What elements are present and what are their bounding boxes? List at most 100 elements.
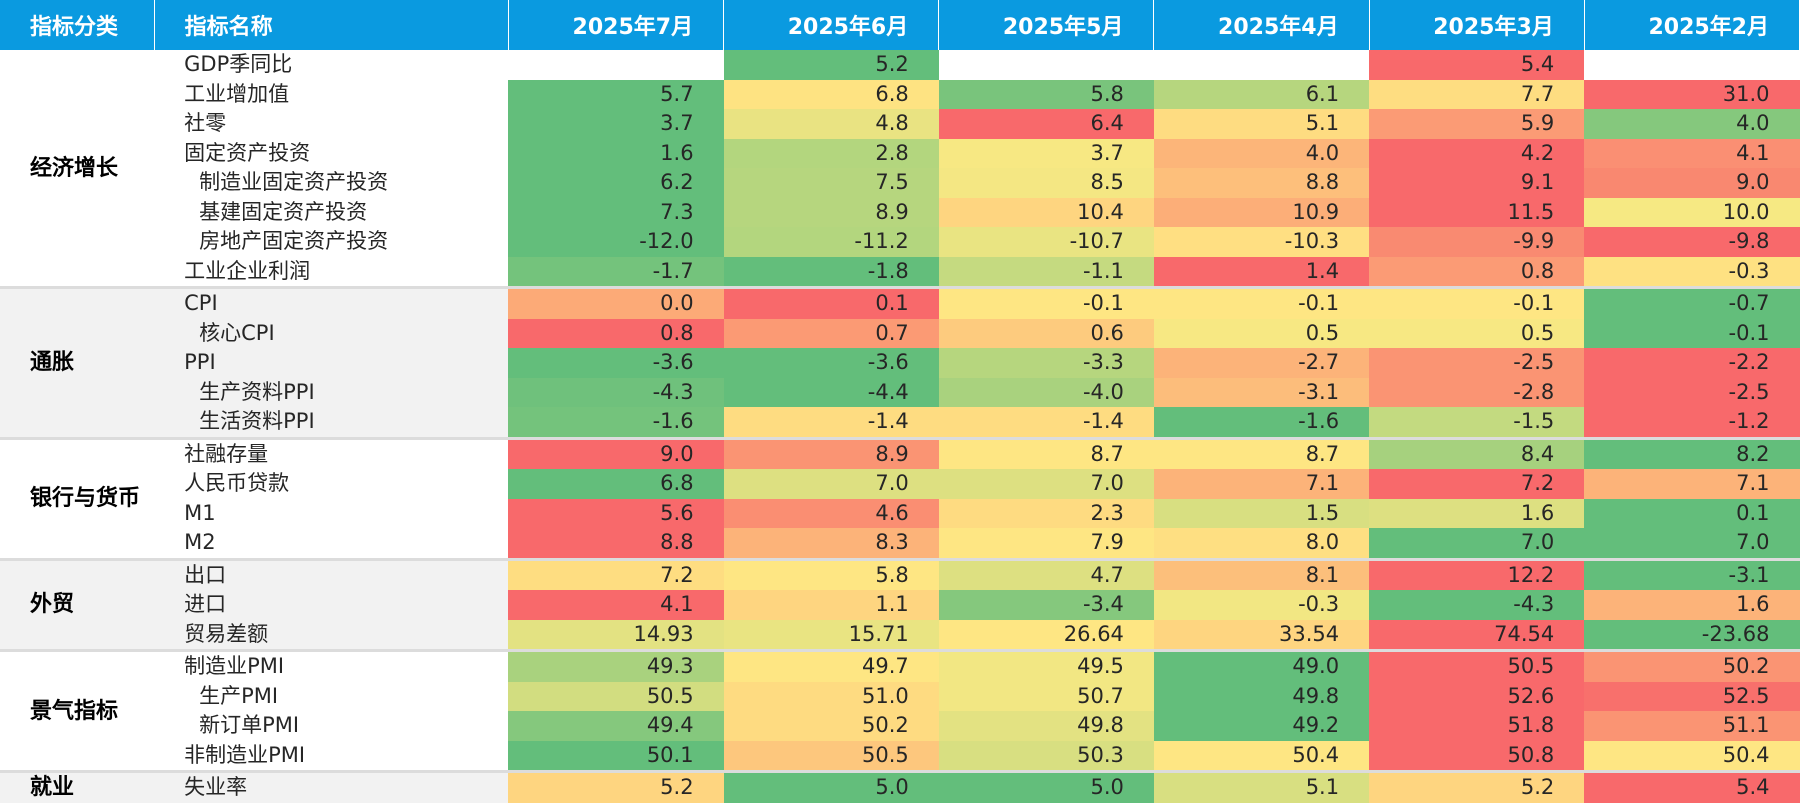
- value-cell: 4.2: [1369, 138, 1585, 168]
- value-cell: 51.1: [1584, 711, 1800, 741]
- table-row: 基建固定资产投资 7.3 8.9 10.4 10.9 11.5 10.0: [0, 197, 1800, 227]
- value-cell: 0.7: [723, 318, 939, 348]
- value-cell: -9.9: [1369, 227, 1585, 257]
- value-cell: 9.0: [508, 436, 724, 469]
- table-row: 房地产固定资产投资 -12.0 -11.2 -10.7 -10.3 -9.9 -9.8: [0, 227, 1800, 257]
- value-cell: 0.0: [508, 286, 724, 319]
- value-cell: 50.7: [938, 681, 1154, 711]
- indicator-name-cell: 固定资产投资: [184, 140, 311, 165]
- category-cell: 就业: [0, 770, 155, 803]
- value-cell: 5.2: [508, 770, 724, 803]
- indicator-name-cell: PPI: [154, 348, 509, 378]
- value-cell: 50.3: [938, 740, 1154, 772]
- value-cell: 2.8: [723, 138, 939, 168]
- indicator-name-cell: GDP季同比: [184, 52, 293, 77]
- value-cell: 7.0: [1369, 528, 1585, 559]
- value-cell: 2.3: [938, 498, 1154, 528]
- value-cell: -0.1: [1153, 286, 1370, 319]
- value-cell: -1.4: [723, 407, 939, 438]
- value-cell: 6.4: [938, 109, 1154, 139]
- value-cell: 0.5: [1153, 318, 1370, 348]
- indicator-name-cell: 制造业PMI: [154, 649, 509, 682]
- indicator-name-cell: 制造业固定资产投资: [199, 170, 389, 195]
- indicator-name-cell: 核心CPI: [154, 318, 509, 348]
- value-cell: -10.3: [1153, 227, 1370, 257]
- table-row: 核心CPI 0.8 0.7 0.6 0.5 0.5 -0.1: [0, 318, 1800, 348]
- value-cell: 7.0: [723, 469, 939, 499]
- table-row: 通胀 CPI 0.0 0.1 -0.1 -0.1 -0.1 -0.7: [0, 286, 1800, 438]
- indicator-name-cell: 生活资料PPI: [154, 407, 509, 438]
- header-month-2025-05: 2025年5月: [938, 0, 1155, 50]
- value-cell: 5.0: [723, 770, 939, 803]
- value-cell: 4.1: [1584, 138, 1800, 168]
- value-cell: 11.5: [1369, 197, 1585, 227]
- indicator-name-cell: 非制造业PMI: [184, 742, 306, 767]
- value-cell: 5.8: [723, 557, 939, 590]
- value-cell: [1584, 50, 1800, 80]
- value-cell: 8.9: [723, 436, 939, 469]
- value-cell: 8.8: [1153, 168, 1370, 198]
- value-cell: -3.6: [723, 348, 939, 378]
- value-cell: 26.64: [938, 619, 1154, 651]
- value-cell: 49.0: [1153, 649, 1370, 682]
- table-row: 固定资产投资 1.6 2.8 3.7 4.0 4.2 4.1: [0, 138, 1800, 168]
- table-row: 外贸 出口 7.2 5.8 4.7 8.1 12.2 -3.1: [0, 557, 1800, 651]
- table-row: 新订单PMI 49.4 50.2 49.8 49.2 51.8 51.1: [0, 711, 1800, 741]
- header-month-2025-03: 2025年3月: [1369, 0, 1585, 50]
- header-month-2025-06: 2025年6月: [723, 0, 940, 50]
- table-row: 贸易差额 14.93 15.71 26.64 33.54 74.54 -23.68: [0, 619, 1800, 651]
- value-cell: 50.2: [1584, 649, 1800, 682]
- value-cell: 4.0: [1584, 109, 1800, 139]
- value-cell: 1.5: [1153, 498, 1370, 528]
- table-row: PPI -3.6 -3.6 -3.3 -2.7 -2.5 -2.2: [0, 348, 1800, 378]
- table-row: 工业企业利润 -1.7 -1.8 -1.1 1.4 0.8 -0.3: [0, 256, 1800, 288]
- value-cell: 10.0: [1584, 197, 1800, 227]
- indicator-name-cell: 进口: [154, 590, 509, 620]
- value-cell: -3.3: [938, 348, 1154, 378]
- value-cell: 15.71: [723, 619, 939, 651]
- table-row: 人民币贷款 6.8 7.0 7.0 7.1 7.2 7.1: [0, 469, 1800, 499]
- table-row: M2 8.8 8.3 7.9 8.0 7.0 7.0: [0, 528, 1800, 559]
- value-cell: 50.8: [1369, 740, 1585, 772]
- value-cell: 0.8: [508, 318, 724, 348]
- value-cell: 6.2: [508, 168, 724, 198]
- value-cell: 50.4: [1153, 740, 1370, 772]
- value-cell: -1.2: [1584, 407, 1800, 438]
- value-cell: 4.1: [508, 590, 724, 620]
- indicator-name-cell: 贸易差额: [154, 619, 509, 651]
- category-cell: 通胀: [0, 286, 155, 438]
- value-cell: 14.93: [508, 619, 724, 651]
- table-body: 经济增长 GDP季同比 5.2 5.4 工业增加值 5.7 6.8 5.8 6.1 7.7 31.0…: [0, 50, 1800, 803]
- indicator-name-cell: 出口: [154, 557, 509, 590]
- value-cell: 0.1: [723, 286, 939, 319]
- header-category: 指标分类: [0, 0, 155, 50]
- value-cell: -1.1: [938, 256, 1154, 288]
- indicator-name-cell: M1: [184, 500, 216, 525]
- value-cell: 74.54: [1369, 619, 1585, 651]
- value-cell: 7.5: [723, 168, 939, 198]
- value-cell: 31.0: [1584, 79, 1800, 109]
- value-cell: 9.1: [1369, 168, 1585, 198]
- value-cell: -0.1: [938, 286, 1154, 319]
- value-cell: 33.54: [1153, 619, 1370, 651]
- indicator-name-cell: 工业企业利润: [184, 258, 311, 283]
- value-cell: 8.5: [938, 168, 1154, 198]
- value-cell: 49.5: [938, 649, 1154, 682]
- indicator-name-cell: 工业增加值: [184, 81, 290, 106]
- value-cell: 6.8: [723, 79, 939, 109]
- value-cell: 4.8: [723, 109, 939, 139]
- value-cell: 0.6: [938, 318, 1154, 348]
- value-cell: -2.5: [1584, 377, 1800, 407]
- value-cell: -2.2: [1584, 348, 1800, 378]
- value-cell: 49.7: [723, 649, 939, 682]
- value-cell: 50.2: [723, 711, 939, 741]
- value-cell: 5.4: [1369, 50, 1585, 80]
- indicator-name-cell: 房地产固定资产投资: [199, 229, 389, 254]
- table-row: 就业 失业率 5.2 5.0 5.0 5.1 5.2 5.4: [0, 770, 1800, 803]
- header-month-2025-04: 2025年4月: [1153, 0, 1370, 50]
- value-cell: 6.8: [508, 469, 724, 499]
- value-cell: -3.6: [508, 348, 724, 378]
- category-cell: 外贸: [0, 557, 155, 651]
- value-cell: 8.9: [723, 197, 939, 227]
- value-cell: -23.68: [1584, 619, 1800, 651]
